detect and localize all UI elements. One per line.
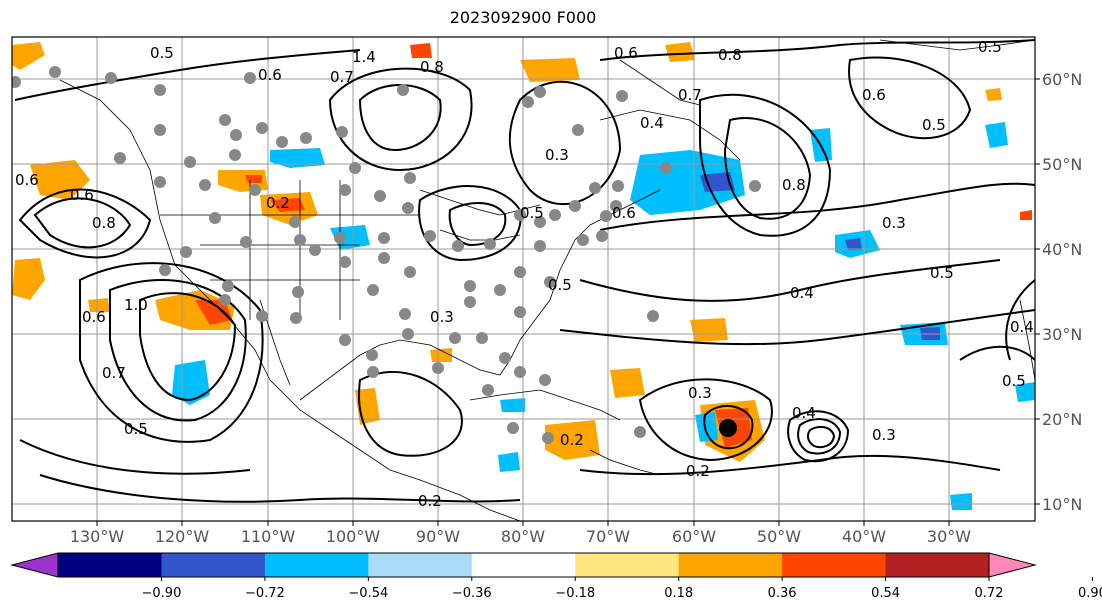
svg-text:0.5: 0.5 [930, 264, 954, 282]
svg-text:0.3: 0.3 [882, 214, 906, 232]
colorbar-extend-right [988, 552, 1037, 578]
colorbar-tick-label: −0.54 [348, 586, 388, 601]
colorbar-segment [678, 553, 783, 577]
svg-text:0.8: 0.8 [92, 214, 116, 232]
svg-text:0.4: 0.4 [790, 284, 814, 302]
svg-text:0.8: 0.8 [420, 58, 444, 76]
lon-label: 120°W [155, 527, 210, 546]
contour-labels: 0.5 0.6 0.7 1.4 0.8 0.6 0.7 0.8 0.5 0.6 … [15, 38, 1034, 510]
lon-label: 50°W [757, 527, 801, 546]
svg-text:0.6: 0.6 [612, 204, 636, 222]
svg-text:0.4: 0.4 [792, 404, 816, 422]
colorbar-segment [575, 553, 680, 577]
svg-text:1.0: 1.0 [124, 296, 148, 314]
storm-center-marker [719, 419, 737, 437]
colorbar-segment [264, 553, 369, 577]
svg-text:0.7: 0.7 [678, 86, 702, 104]
svg-text:0.8: 0.8 [718, 46, 742, 64]
svg-text:0.5: 0.5 [548, 276, 572, 294]
colorbar-tick-label: 0.36 [768, 586, 797, 601]
colorbar-tick-label: −0.90 [142, 586, 182, 601]
svg-text:0.2: 0.2 [418, 492, 442, 510]
svg-text:0.7: 0.7 [102, 364, 126, 382]
svg-text:0.5: 0.5 [520, 204, 544, 222]
map-title: 2023092900 F000 [449, 8, 597, 27]
lon-label: 40°W [842, 527, 886, 546]
lon-label: 110°W [241, 527, 296, 546]
colorbar-tick-label: −0.18 [555, 586, 595, 601]
svg-text:0.3: 0.3 [430, 308, 454, 326]
svg-text:0.6: 0.6 [82, 308, 106, 326]
svg-text:0.5: 0.5 [1002, 372, 1026, 390]
lon-label: 30°W [927, 527, 971, 546]
svg-text:0.7: 0.7 [330, 68, 354, 86]
svg-text:0.8: 0.8 [782, 176, 806, 194]
svg-text:1.4: 1.4 [352, 48, 376, 66]
colorbar-tick-label: −0.72 [245, 586, 285, 601]
svg-text:0.3: 0.3 [545, 146, 569, 164]
svg-text:0.3: 0.3 [688, 384, 712, 402]
colorbar-segment [471, 553, 576, 577]
colorbar-segment [368, 553, 473, 577]
svg-text:0.6: 0.6 [258, 66, 282, 84]
colorbar-segment [782, 553, 887, 577]
lon-label: 60°W [672, 527, 716, 546]
colorbar-extend-left [10, 552, 59, 578]
lon-label: 90°W [416, 527, 460, 546]
svg-text:0.4: 0.4 [1010, 318, 1034, 336]
lat-label: 10°N [1042, 495, 1082, 514]
lat-label: 50°N [1042, 155, 1082, 174]
svg-text:0.5: 0.5 [150, 44, 174, 62]
lon-label: 130°W [70, 527, 125, 546]
lon-label: 80°W [501, 527, 545, 546]
gridlines [12, 37, 1035, 521]
svg-text:0.2: 0.2 [686, 462, 710, 480]
longitude-labels: 130°W 120°W 110°W 100°W 90°W 80°W 70°W 6… [70, 527, 971, 546]
svg-text:0.2: 0.2 [266, 194, 290, 212]
colorbar-tick-label: 0.54 [871, 586, 900, 601]
colorbar-tick-label: 0.72 [975, 586, 1004, 601]
colorbar-segment [58, 553, 162, 577]
svg-text:0.5: 0.5 [922, 116, 946, 134]
latitude-labels: 10°N 20°N 30°N 40°N 50°N 60°N [1042, 70, 1082, 514]
contour-lines [14, 39, 1035, 503]
svg-text:0.6: 0.6 [862, 86, 886, 104]
colorbar-tick-label: −0.36 [452, 586, 492, 601]
svg-text:0.3: 0.3 [872, 426, 896, 444]
svg-text:0.5: 0.5 [124, 420, 148, 438]
lon-label: 100°W [326, 527, 381, 546]
svg-text:0.2: 0.2 [560, 431, 584, 449]
lat-label: 30°N [1042, 325, 1082, 344]
svg-text:0.6: 0.6 [70, 186, 94, 204]
station-dots [12, 66, 761, 444]
lat-label: 40°N [1042, 240, 1082, 259]
colorbar-segment [161, 553, 266, 577]
lat-label: 60°N [1042, 70, 1082, 89]
svg-text:0.4: 0.4 [640, 114, 664, 132]
svg-text:0.5: 0.5 [978, 38, 1002, 56]
lat-label: 20°N [1042, 410, 1082, 429]
colorbar-tick-label: 0.18 [664, 586, 693, 601]
svg-text:0.6: 0.6 [614, 44, 638, 62]
colorbar: −0.90 −0.72 −0.54 −0.36 −0.18 0.18 0.36 0.54 0.7… [10, 552, 1102, 601]
colorbar-segment [885, 553, 990, 577]
colorbar-tick-label: 0.90 [1078, 586, 1102, 601]
svg-text:0.6: 0.6 [15, 171, 39, 189]
tick-marks [96, 78, 1040, 526]
lon-label: 70°W [586, 527, 630, 546]
